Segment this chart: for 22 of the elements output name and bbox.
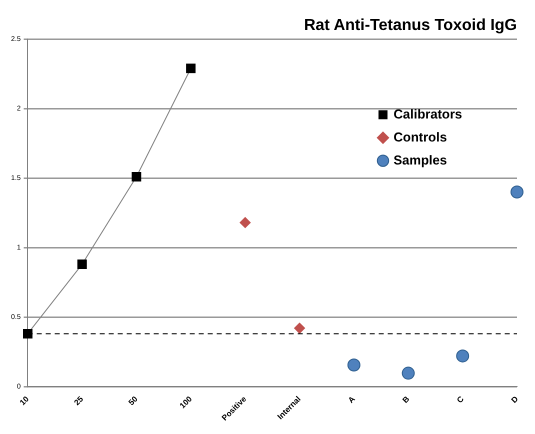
point — [240, 217, 251, 228]
x-tick-label: B — [400, 394, 412, 405]
point — [347, 358, 360, 372]
legend-label: Calibrators — [394, 106, 462, 122]
chart-title: Rat Anti-Tetanus Toxoid IgG — [304, 17, 517, 34]
point — [402, 366, 415, 380]
x-tick-label: D — [510, 394, 520, 405]
point — [22, 328, 32, 338]
legend-label: Controls — [394, 129, 447, 144]
point — [456, 349, 470, 362]
point — [186, 64, 196, 74]
x-tick-label: A — [346, 394, 358, 405]
x-tick-label: 25 — [72, 394, 86, 408]
point — [510, 186, 524, 199]
point — [132, 172, 142, 182]
point — [294, 322, 306, 334]
x-tick-label: 50 — [126, 394, 140, 408]
legend-label: Samples — [394, 152, 447, 168]
x-tick-label: 100 — [178, 394, 194, 410]
x-tick-label: 10 — [18, 394, 32, 408]
x-tick-label: C — [455, 394, 466, 405]
point — [77, 260, 87, 270]
